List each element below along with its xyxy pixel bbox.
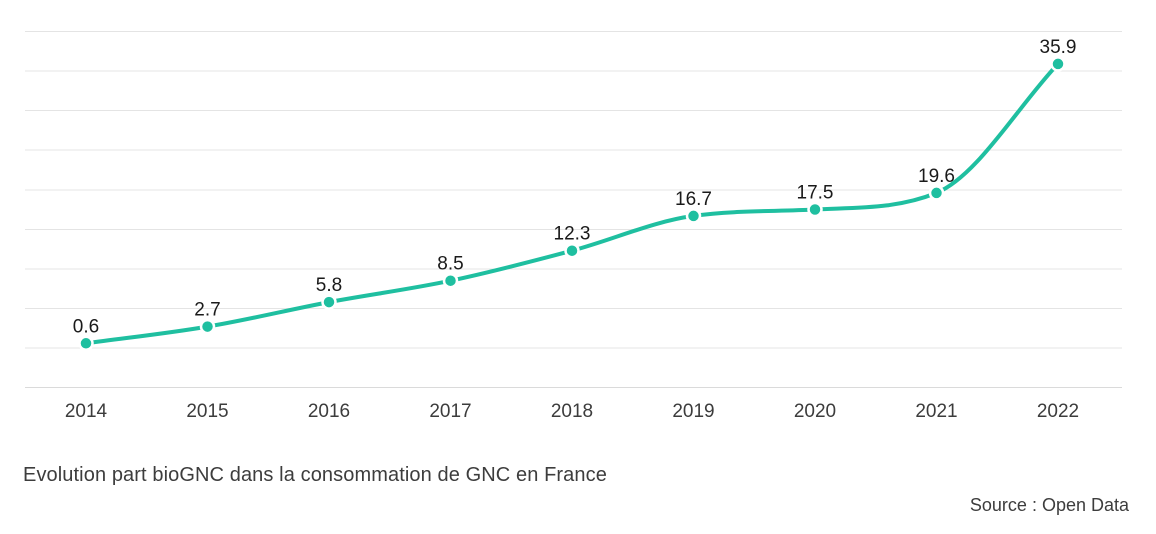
data-point-marker[interactable] xyxy=(685,208,702,224)
x-axis-tick-label: 2019 xyxy=(672,401,714,422)
data-point-marker[interactable] xyxy=(199,318,216,335)
x-axis-tick-label: 2021 xyxy=(915,401,957,422)
data-point-label: 16.7 xyxy=(675,189,712,210)
x-axis-tick-label: 2022 xyxy=(1037,401,1079,422)
data-point-marker[interactable] xyxy=(321,294,337,310)
data-point-label: 19.6 xyxy=(918,166,955,187)
data-point-marker[interactable] xyxy=(928,185,945,201)
data-point-marker[interactable] xyxy=(78,335,94,352)
series-line xyxy=(84,61,1060,346)
x-axis-tick-label: 2017 xyxy=(429,401,471,422)
chart-source-label: Source : Open Data xyxy=(969,495,1129,515)
x-axis-tick-label: 2020 xyxy=(794,401,836,422)
data-point-label: 0.6 xyxy=(73,316,99,337)
data-point-label: 8.5 xyxy=(437,254,463,275)
data-point-marker[interactable] xyxy=(1050,56,1066,72)
data-point-label: 5.8 xyxy=(316,275,342,296)
x-axis-tick-label: 2015 xyxy=(186,401,228,422)
data-point-label: 35.9 xyxy=(1040,37,1077,58)
data-point-marker[interactable] xyxy=(564,242,580,259)
data-point-label: 2.7 xyxy=(194,300,220,321)
data-point-label: 17.5 xyxy=(797,183,834,204)
data-point-marker[interactable] xyxy=(807,201,823,218)
line-chart: 0.6 2014 2.7 2015 5.8 2016 8.5 2017 12.3 2018 16.7… xyxy=(25,31,1122,422)
chart-title: Evolution part bioGNC dans la consommati… xyxy=(23,464,607,486)
data-point-label: 12.3 xyxy=(554,224,591,245)
x-axis-tick-label: 2016 xyxy=(308,401,350,422)
data-point-marker[interactable] xyxy=(442,272,459,289)
x-axis-tick-label: 2014 xyxy=(65,401,108,422)
x-axis-tick-label: 2018 xyxy=(551,401,593,422)
